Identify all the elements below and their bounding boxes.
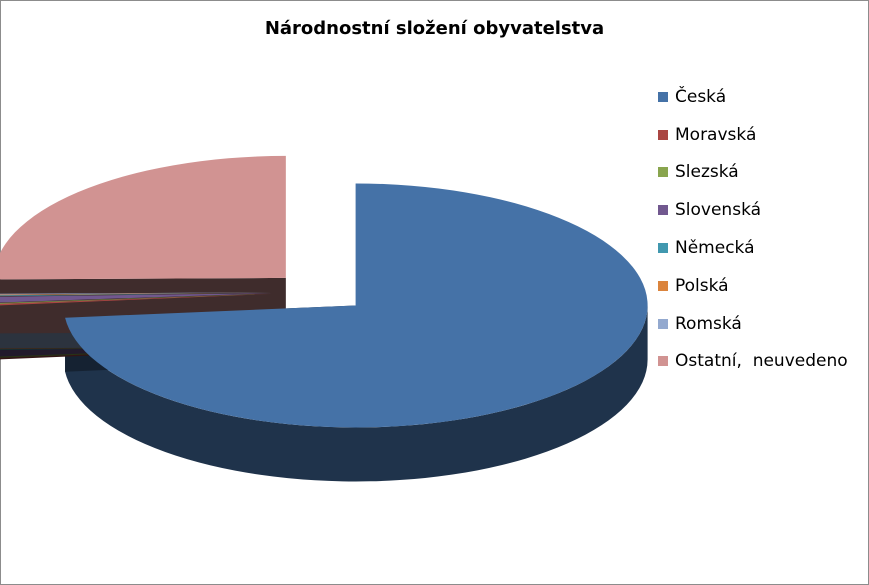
legend-label: Česká bbox=[675, 86, 727, 107]
legend-label: Polská bbox=[675, 275, 729, 296]
legend-item-slezska: Slezská bbox=[658, 154, 848, 192]
pie-slice-slovenska bbox=[0, 293, 273, 303]
legend-swatch bbox=[658, 129, 668, 140]
pie-slice-slezska bbox=[0, 293, 273, 304]
pie-slice-nemecka bbox=[0, 292, 273, 297]
legend-swatch bbox=[658, 318, 668, 329]
legend-label: Německá bbox=[675, 238, 755, 259]
legend-label: Slovenská bbox=[675, 200, 762, 221]
legend-item-polska: Polská bbox=[658, 267, 848, 305]
legend-swatch bbox=[658, 167, 668, 178]
pie-slice-ceska bbox=[65, 183, 648, 428]
pie-slice-ostatni-neuvedeno bbox=[0, 155, 286, 280]
legend-swatch bbox=[658, 243, 668, 254]
legend-label: Ostatní, neuvedeno bbox=[675, 351, 848, 372]
legend-swatch bbox=[658, 280, 668, 291]
pie-slice-moravska bbox=[0, 293, 273, 306]
legend-item-romska: Romská bbox=[658, 305, 848, 343]
chart-title: Národnostní složení obyvatelstva bbox=[264, 18, 605, 39]
legend-label: Slezská bbox=[675, 162, 739, 183]
pie-slice-wall-ceska bbox=[65, 305, 648, 482]
legend-swatch bbox=[658, 205, 668, 216]
legend-item-slovenska: Slovenská bbox=[658, 191, 848, 229]
legend-item-nemecka: Německá bbox=[658, 229, 848, 267]
legend-item-ostatni-neuvedeno: Ostatní, neuvedeno bbox=[658, 343, 848, 381]
legend-item-moravska: Moravská bbox=[658, 116, 848, 154]
legend-label: Romská bbox=[675, 313, 742, 334]
chart-legend: Česká Moravská Slezská Slovenská Německá Pols… bbox=[658, 78, 848, 380]
legend-swatch bbox=[658, 91, 668, 102]
legend-swatch bbox=[658, 356, 668, 367]
legend-item-ceska: Česká bbox=[658, 78, 848, 116]
legend-label: Moravská bbox=[675, 124, 757, 145]
